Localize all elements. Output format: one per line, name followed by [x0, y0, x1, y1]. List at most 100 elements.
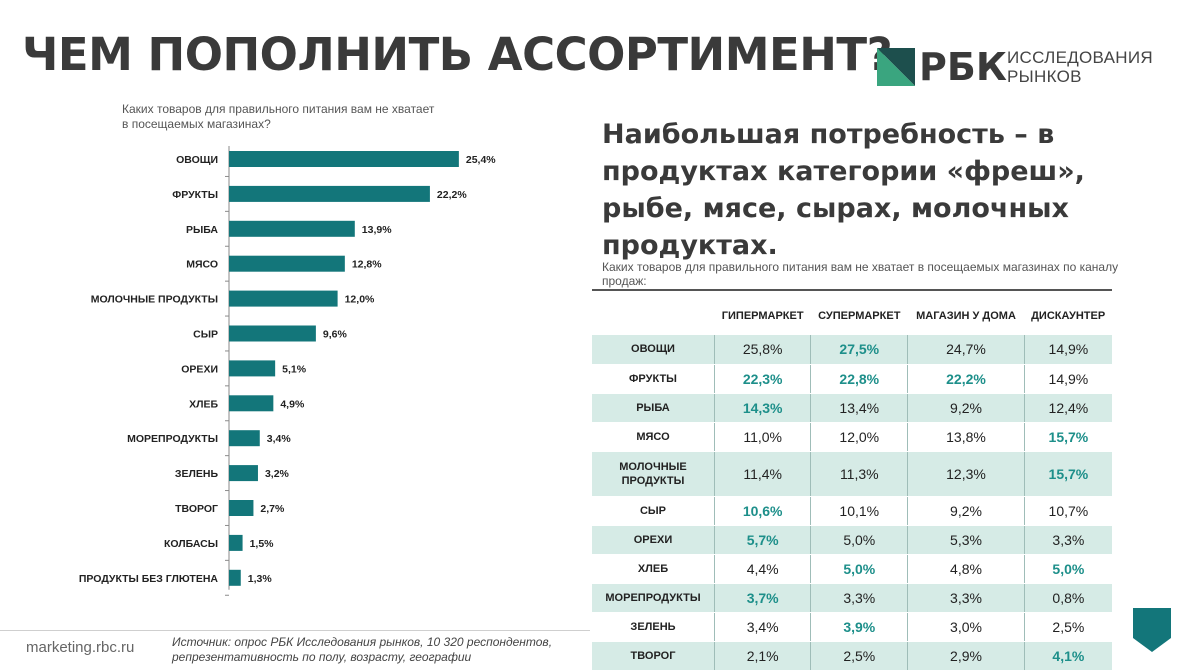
- rbc-logo: РБК ИССЛЕДОВАНИЯ РЫНКОВ: [877, 45, 1153, 89]
- table-header-row: ГИПЕРМАРКЕТ СУПЕРМАРКЕТ МАГАЗИН У ДОМА Д…: [592, 297, 1112, 335]
- table-cell: 12,4%: [1023, 393, 1112, 423]
- row-label: СЫР: [592, 496, 715, 526]
- table-cell: 3,7%: [713, 583, 811, 613]
- table-row: МЯСО 11,0% 12,0% 13,8% 15,7%: [592, 422, 1112, 452]
- source-line-1: Источник: опрос РБК Исследования рынков,…: [172, 635, 553, 649]
- logo-subtitle-line-2: РЫНКОВ: [1007, 67, 1082, 86]
- table-cell: 3,4%: [713, 612, 811, 642]
- table-cell: 3,3%: [1023, 525, 1112, 555]
- table-cell: 3,0%: [907, 612, 1025, 642]
- table-row: СЫР 10,6% 10,1% 9,2% 10,7%: [592, 496, 1112, 526]
- logo-name: РБК: [919, 45, 1007, 89]
- category-label: МОЛОЧНЫЕ ПРОДУКТЫ: [91, 294, 218, 306]
- bar-chart: ОВОЩИ 25,4% ФРУКТЫ 22,2% РЫБА 13,9% МЯСО 12,8% М…: [79, 146, 496, 596]
- table-row: ТВОРОГ 2,1% 2,5% 2,9% 4,1%: [592, 641, 1112, 671]
- headline: Наибольшая потребность – в продуктах кат…: [602, 119, 1085, 261]
- table-cell: 9,2%: [907, 393, 1025, 423]
- value-label: 3,2%: [265, 468, 290, 480]
- table-cell: 0,8%: [1023, 583, 1112, 613]
- column-header: ГИПЕРМАРКЕТ: [721, 310, 804, 322]
- value-label: 9,6%: [323, 329, 348, 341]
- row-label: ОВОЩИ: [592, 335, 715, 365]
- category-label: РЫБА: [186, 224, 218, 236]
- table-cell: 4,4%: [713, 554, 811, 584]
- table-cell: 14,9%: [1023, 335, 1112, 365]
- row-label: ХЛЕБ: [592, 554, 715, 584]
- value-label: 4,9%: [280, 398, 305, 410]
- table-cell: 3,3%: [907, 583, 1025, 613]
- bar: [229, 534, 243, 551]
- bar: [229, 185, 430, 202]
- table-cell: 2,1%: [713, 641, 811, 671]
- row-label: РЫБА: [592, 393, 715, 423]
- category-label: МЯСО: [186, 259, 218, 271]
- table-cell: 12,3%: [907, 451, 1025, 497]
- value-label: 3,4%: [267, 433, 292, 445]
- bar: [229, 500, 254, 516]
- table-cell: 2,5%: [810, 641, 908, 671]
- footer-link[interactable]: marketing.rbc.ru: [26, 639, 135, 656]
- table-cell: 15,7%: [1023, 422, 1112, 452]
- table-cell: 5,7%: [713, 525, 811, 555]
- chart-title: Каких товаров для правильного питания ва…: [122, 102, 435, 131]
- bar: [229, 290, 338, 307]
- table-cell: 5,0%: [810, 525, 908, 555]
- table-cell: 27,5%: [810, 335, 908, 365]
- table-row: РЫБА 14,3% 13,4% 9,2% 12,4%: [592, 393, 1112, 423]
- table-cell: 10,6%: [713, 496, 811, 526]
- category-label: КОЛБАСЫ: [164, 538, 218, 550]
- table-row: ФРУКТЫ 22,3% 22,8% 22,2% 14,9%: [592, 364, 1112, 394]
- table-cell: 5,0%: [810, 554, 908, 584]
- table-cell: 12,0%: [810, 422, 908, 452]
- value-label: 22,2%: [437, 189, 467, 201]
- table-cell: 10,7%: [1023, 496, 1112, 526]
- table-cell: 14,3%: [713, 393, 811, 423]
- column-header: ДИСКАУНТЕР: [1031, 310, 1106, 322]
- table-cell: 22,3%: [713, 364, 811, 394]
- table-cell: 5,0%: [1023, 554, 1112, 584]
- table-body: ОВОЩИ 25,8% 27,5% 24,7% 14,9% ФРУКТЫ 22,3% 22,8…: [592, 335, 1112, 671]
- logo-subtitle-line-1: ИССЛЕДОВАНИЯ: [1007, 48, 1153, 67]
- corner-badge-icon: [1133, 608, 1171, 652]
- table-cell: 25,8%: [713, 335, 811, 365]
- table-cell: 9,2%: [907, 496, 1025, 526]
- table-row: ОРЕХИ 5,7% 5,0% 5,3% 3,3%: [592, 525, 1112, 555]
- logo-mark-icon: [877, 48, 915, 86]
- row-label: ОРЕХИ: [592, 525, 715, 555]
- bar: [229, 430, 260, 447]
- table-cell: 11,3%: [810, 451, 908, 497]
- value-label: 25,4%: [466, 154, 496, 166]
- table-cell: 3,9%: [810, 612, 908, 642]
- row-label: МОЛОЧНЫЕ ПРОДУКТЫ: [592, 451, 715, 497]
- bar: [229, 255, 345, 272]
- table-corner-cell: [592, 297, 715, 335]
- table-cell: 22,8%: [810, 364, 908, 394]
- table-row: МОРЕПРОДУКТЫ 3,7% 3,3% 3,3% 0,8%: [592, 583, 1112, 613]
- bar: [229, 151, 459, 167]
- table-row: МОЛОЧНЫЕ ПРОДУКТЫ 11,4% 11,3% 12,3% 15,7%: [592, 451, 1112, 497]
- category-label: СЫР: [193, 329, 218, 341]
- table-cell: 4,1%: [1023, 641, 1112, 671]
- column-header: МАГАЗИН У ДОМА: [916, 310, 1016, 322]
- footer-rule: [0, 630, 590, 631]
- table-cell: 4,8%: [907, 554, 1025, 584]
- category-label: ТВОРОГ: [175, 503, 218, 515]
- source-note: Источник: опрос РБК Исследования рынков,…: [172, 635, 592, 665]
- value-label: 2,7%: [260, 503, 285, 515]
- table-cell: 10,1%: [810, 496, 908, 526]
- logo-subtitle: ИССЛЕДОВАНИЯ РЫНКОВ: [1007, 48, 1153, 86]
- category-label: ХЛЕБ: [189, 398, 218, 410]
- category-label: ОРЕХИ: [181, 363, 218, 375]
- value-label: 12,8%: [352, 259, 382, 271]
- table-cell: 2,5%: [1023, 612, 1112, 642]
- table-cell: 24,7%: [907, 335, 1025, 365]
- category-label: ЗЕЛЕНЬ: [175, 468, 219, 480]
- bar: [229, 360, 276, 377]
- value-label: 13,9%: [362, 224, 392, 236]
- table-cell: 22,2%: [907, 364, 1025, 394]
- table-cell: 2,9%: [907, 641, 1025, 671]
- table-cell: 15,7%: [1023, 451, 1112, 497]
- row-label: ТВОРОГ: [592, 641, 715, 671]
- row-label: ФРУКТЫ: [592, 364, 715, 394]
- table-cell: 11,4%: [713, 451, 811, 497]
